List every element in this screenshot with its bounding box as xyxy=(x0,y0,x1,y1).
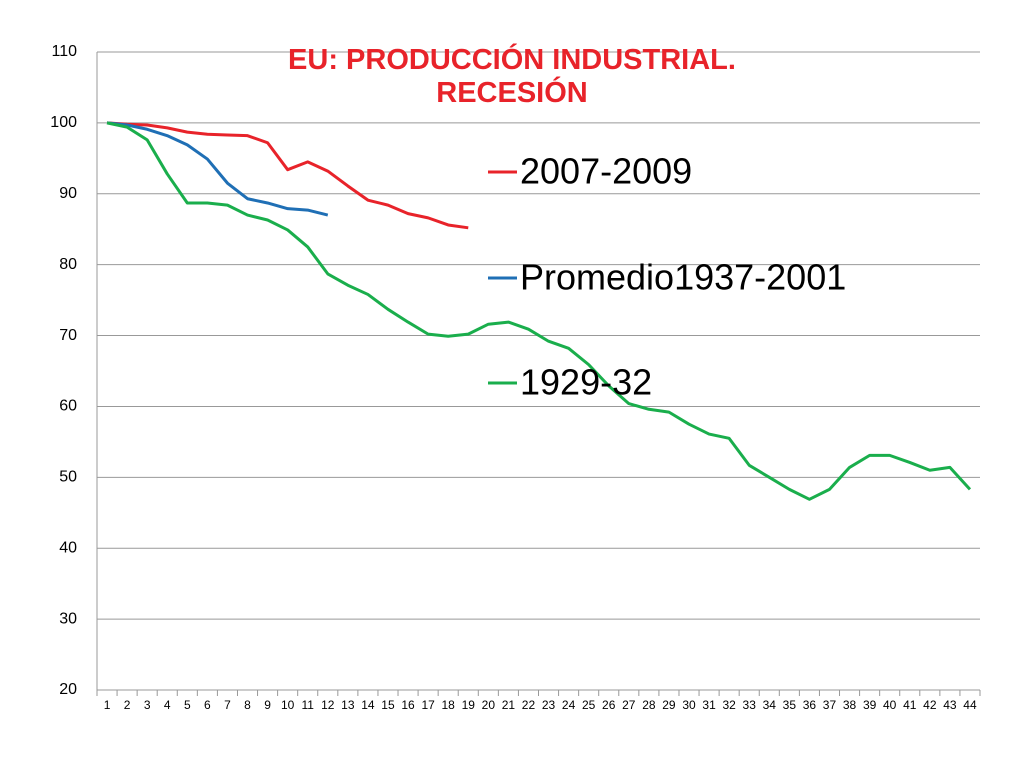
x-tick-label: 13 xyxy=(341,698,355,712)
x-tick-label: 3 xyxy=(144,698,151,712)
x-tick-label: 38 xyxy=(843,698,857,712)
x-tick-label: 34 xyxy=(763,698,777,712)
x-tick-label: 14 xyxy=(361,698,375,712)
series-line xyxy=(106,121,972,501)
y-tick-label: 70 xyxy=(59,327,77,344)
y-tick-label: 90 xyxy=(59,185,77,202)
legend-label: Promedio1937-2001 xyxy=(520,257,846,298)
x-tick-label: 27 xyxy=(622,698,636,712)
x-tick-label: 28 xyxy=(642,698,656,712)
x-tick-label: 37 xyxy=(823,698,837,712)
chart-title: EU: PRODUCCIÓN INDUSTRIAL. RECESIÓN xyxy=(288,44,736,109)
x-tick-label: 22 xyxy=(522,698,536,712)
x-tick-label: 23 xyxy=(542,698,556,712)
y-tick-label: 40 xyxy=(59,539,77,556)
x-tick-label: 24 xyxy=(562,698,576,712)
y-tick-label: 50 xyxy=(59,469,77,486)
y-tick-label: 60 xyxy=(59,398,77,415)
legend-label: 2007-2009 xyxy=(520,151,692,192)
x-tick-label: 40 xyxy=(883,698,897,712)
x-tick-label: 19 xyxy=(462,698,476,712)
x-tick-label: 8 xyxy=(244,698,251,712)
x-tick-label: 17 xyxy=(421,698,435,712)
x-tick-label: 39 xyxy=(863,698,877,712)
y-tick-label: 80 xyxy=(59,256,77,273)
x-tick-label: 31 xyxy=(702,698,716,712)
x-tick-label: 11 xyxy=(301,698,314,712)
x-tick-label: 6 xyxy=(204,698,211,712)
x-tick-label: 42 xyxy=(923,698,937,712)
legend-label: 1929-32 xyxy=(520,362,652,403)
x-tick-label: 20 xyxy=(482,698,496,712)
x-tick-label: 9 xyxy=(264,698,271,712)
x-tick-label: 36 xyxy=(803,698,817,712)
x-tick-label: 30 xyxy=(682,698,696,712)
x-tick-label: 32 xyxy=(722,698,736,712)
x-tick-label: 25 xyxy=(582,698,596,712)
x-tick-label: 1 xyxy=(104,698,111,712)
x-tick-label: 33 xyxy=(743,698,757,712)
x-tick-label: 21 xyxy=(502,698,516,712)
x-tick-label: 12 xyxy=(321,698,335,712)
y-tick-label: 30 xyxy=(59,610,77,627)
series-line xyxy=(106,121,329,217)
x-tick-label: 4 xyxy=(164,698,171,712)
x-tick-label: 43 xyxy=(943,698,957,712)
x-tick-label: 35 xyxy=(783,698,797,712)
x-tick-label: 5 xyxy=(184,698,191,712)
x-tick-label: 7 xyxy=(224,698,231,712)
x-tick-label: 41 xyxy=(903,698,917,712)
x-tick-label: 18 xyxy=(442,698,456,712)
y-tick-label: 110 xyxy=(51,43,77,60)
y-tick-label: 20 xyxy=(59,681,77,698)
y-tick-label: 100 xyxy=(50,114,77,131)
x-tick-label: 44 xyxy=(963,698,977,712)
x-tick-label: 15 xyxy=(381,698,395,712)
x-tick-label: 26 xyxy=(602,698,616,712)
x-tick-label: 16 xyxy=(401,698,415,712)
x-tick-label: 29 xyxy=(662,698,676,712)
x-tick-label: 10 xyxy=(281,698,295,712)
series-line xyxy=(106,121,469,230)
x-tick-label: 2 xyxy=(124,698,131,712)
